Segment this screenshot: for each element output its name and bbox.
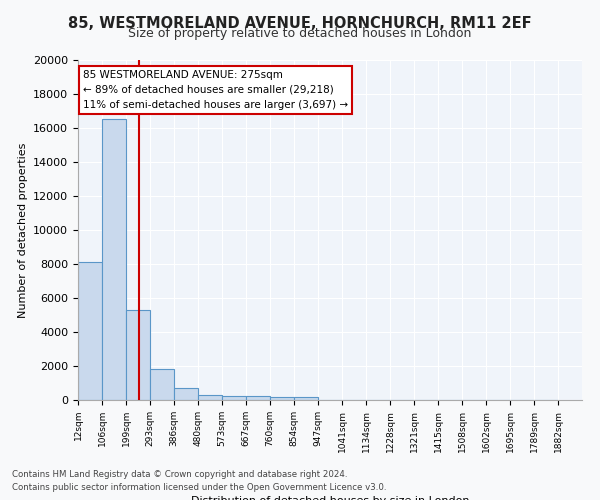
Bar [126, 310, 150, 400]
Bar [174, 388, 198, 400]
Bar [78, 262, 102, 400]
Bar [150, 368, 174, 400]
Text: 85 WESTMORELAND AVENUE: 275sqm
← 89% of detached houses are smaller (29,218)
11%: 85 WESTMORELAND AVENUE: 275sqm ← 89% of … [83, 70, 348, 110]
Bar [222, 396, 246, 400]
Text: Contains HM Land Registry data © Crown copyright and database right 2024.: Contains HM Land Registry data © Crown c… [12, 470, 347, 479]
Text: Contains public sector information licensed under the Open Government Licence v3: Contains public sector information licen… [12, 483, 386, 492]
Text: 85, WESTMORELAND AVENUE, HORNCHURCH, RM11 2EF: 85, WESTMORELAND AVENUE, HORNCHURCH, RM1… [68, 16, 532, 31]
X-axis label: Distribution of detached houses by size in London: Distribution of detached houses by size … [191, 496, 469, 500]
Bar [270, 397, 294, 400]
Y-axis label: Number of detached properties: Number of detached properties [17, 142, 28, 318]
Bar [294, 398, 318, 400]
Text: Size of property relative to detached houses in London: Size of property relative to detached ho… [128, 28, 472, 40]
Bar [102, 120, 126, 400]
Bar [246, 396, 270, 400]
Bar [198, 394, 222, 400]
